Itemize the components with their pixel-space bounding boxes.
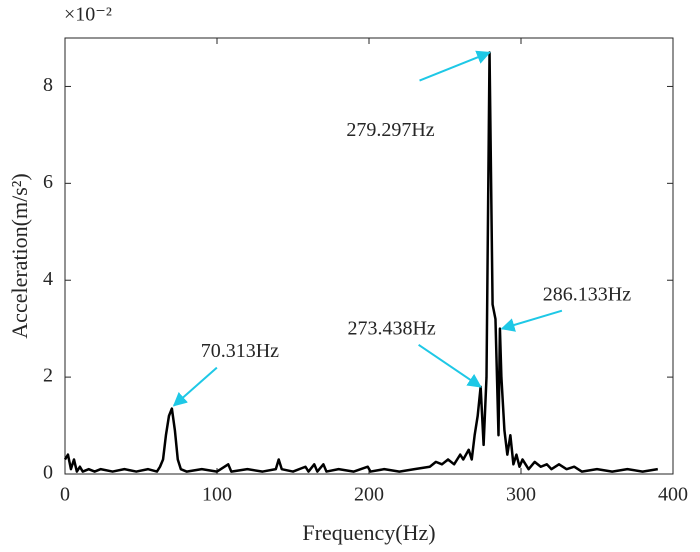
annotation-label: 70.313Hz <box>201 340 279 362</box>
annotation-arrow <box>172 366 218 407</box>
axis-multiplier: ×10⁻² <box>64 4 112 26</box>
spectrum-line <box>63 51 658 473</box>
y-axis-label: Acceleration(m/s²) <box>7 173 32 338</box>
y-tick-label: 0 <box>43 462 53 484</box>
y-tick-label: 6 <box>43 171 53 193</box>
x-tick-label: 100 <box>202 484 232 506</box>
x-tick-label: 300 <box>506 484 536 506</box>
y-tick-label: 2 <box>43 365 53 387</box>
annotation-arrow <box>419 50 491 82</box>
x-tick-label: 400 <box>658 484 688 506</box>
annotation-label: 286.133Hz <box>543 283 631 305</box>
y-tick-label: 8 <box>43 74 53 96</box>
annotation-arrow <box>500 309 563 332</box>
annotation-arrow <box>418 343 482 388</box>
annotation-label: 273.438Hz <box>347 317 435 339</box>
y-tick-label: 4 <box>43 268 53 290</box>
plot-frame <box>64 37 674 475</box>
annotation-label: 279.297Hz <box>346 119 434 141</box>
x-tick-label: 200 <box>354 484 384 506</box>
x-axis-label: Frequency(Hz) <box>302 520 435 545</box>
x-tick-label: 0 <box>60 484 70 506</box>
